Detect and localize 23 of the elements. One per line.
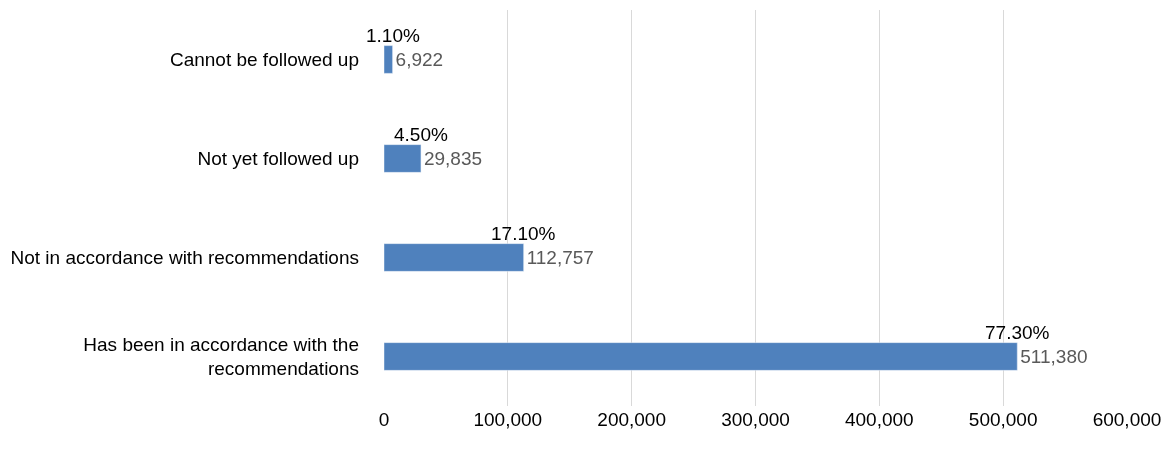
x-tick-label: 300,000 (721, 409, 790, 430)
bar (384, 144, 422, 173)
x-tick-label: 600,000 (1092, 409, 1162, 430)
x-tick-label: 400,000 (844, 409, 914, 430)
bar (384, 45, 393, 74)
data-label: 112,757 (526, 247, 594, 268)
x-tick-label: 200,000 (597, 409, 667, 430)
y-tick-label: Not yet followed up (197, 148, 359, 170)
x-tick-label: 0 (378, 409, 390, 430)
data-label: 6,922 (395, 49, 444, 70)
annotation: 4.50% (394, 124, 448, 145)
annotation: 17.10% (491, 223, 556, 244)
data-label: 511,380 (1020, 346, 1088, 367)
y-tick-label: Has been in accordance with the recommendations (83, 333, 359, 380)
y-tick-label: Cannot be followed up (169, 49, 359, 71)
annotation: 77.30% (985, 322, 1050, 343)
x-tick-label: 100,000 (473, 409, 543, 430)
data-label: 29,835 (423, 148, 483, 169)
y-tick-label: Not in accordance with recommendations (10, 247, 359, 269)
x-tick-label: 500,000 (968, 409, 1038, 430)
bar (384, 243, 524, 272)
bar (384, 342, 1018, 371)
annotation: 1.10% (366, 25, 420, 46)
